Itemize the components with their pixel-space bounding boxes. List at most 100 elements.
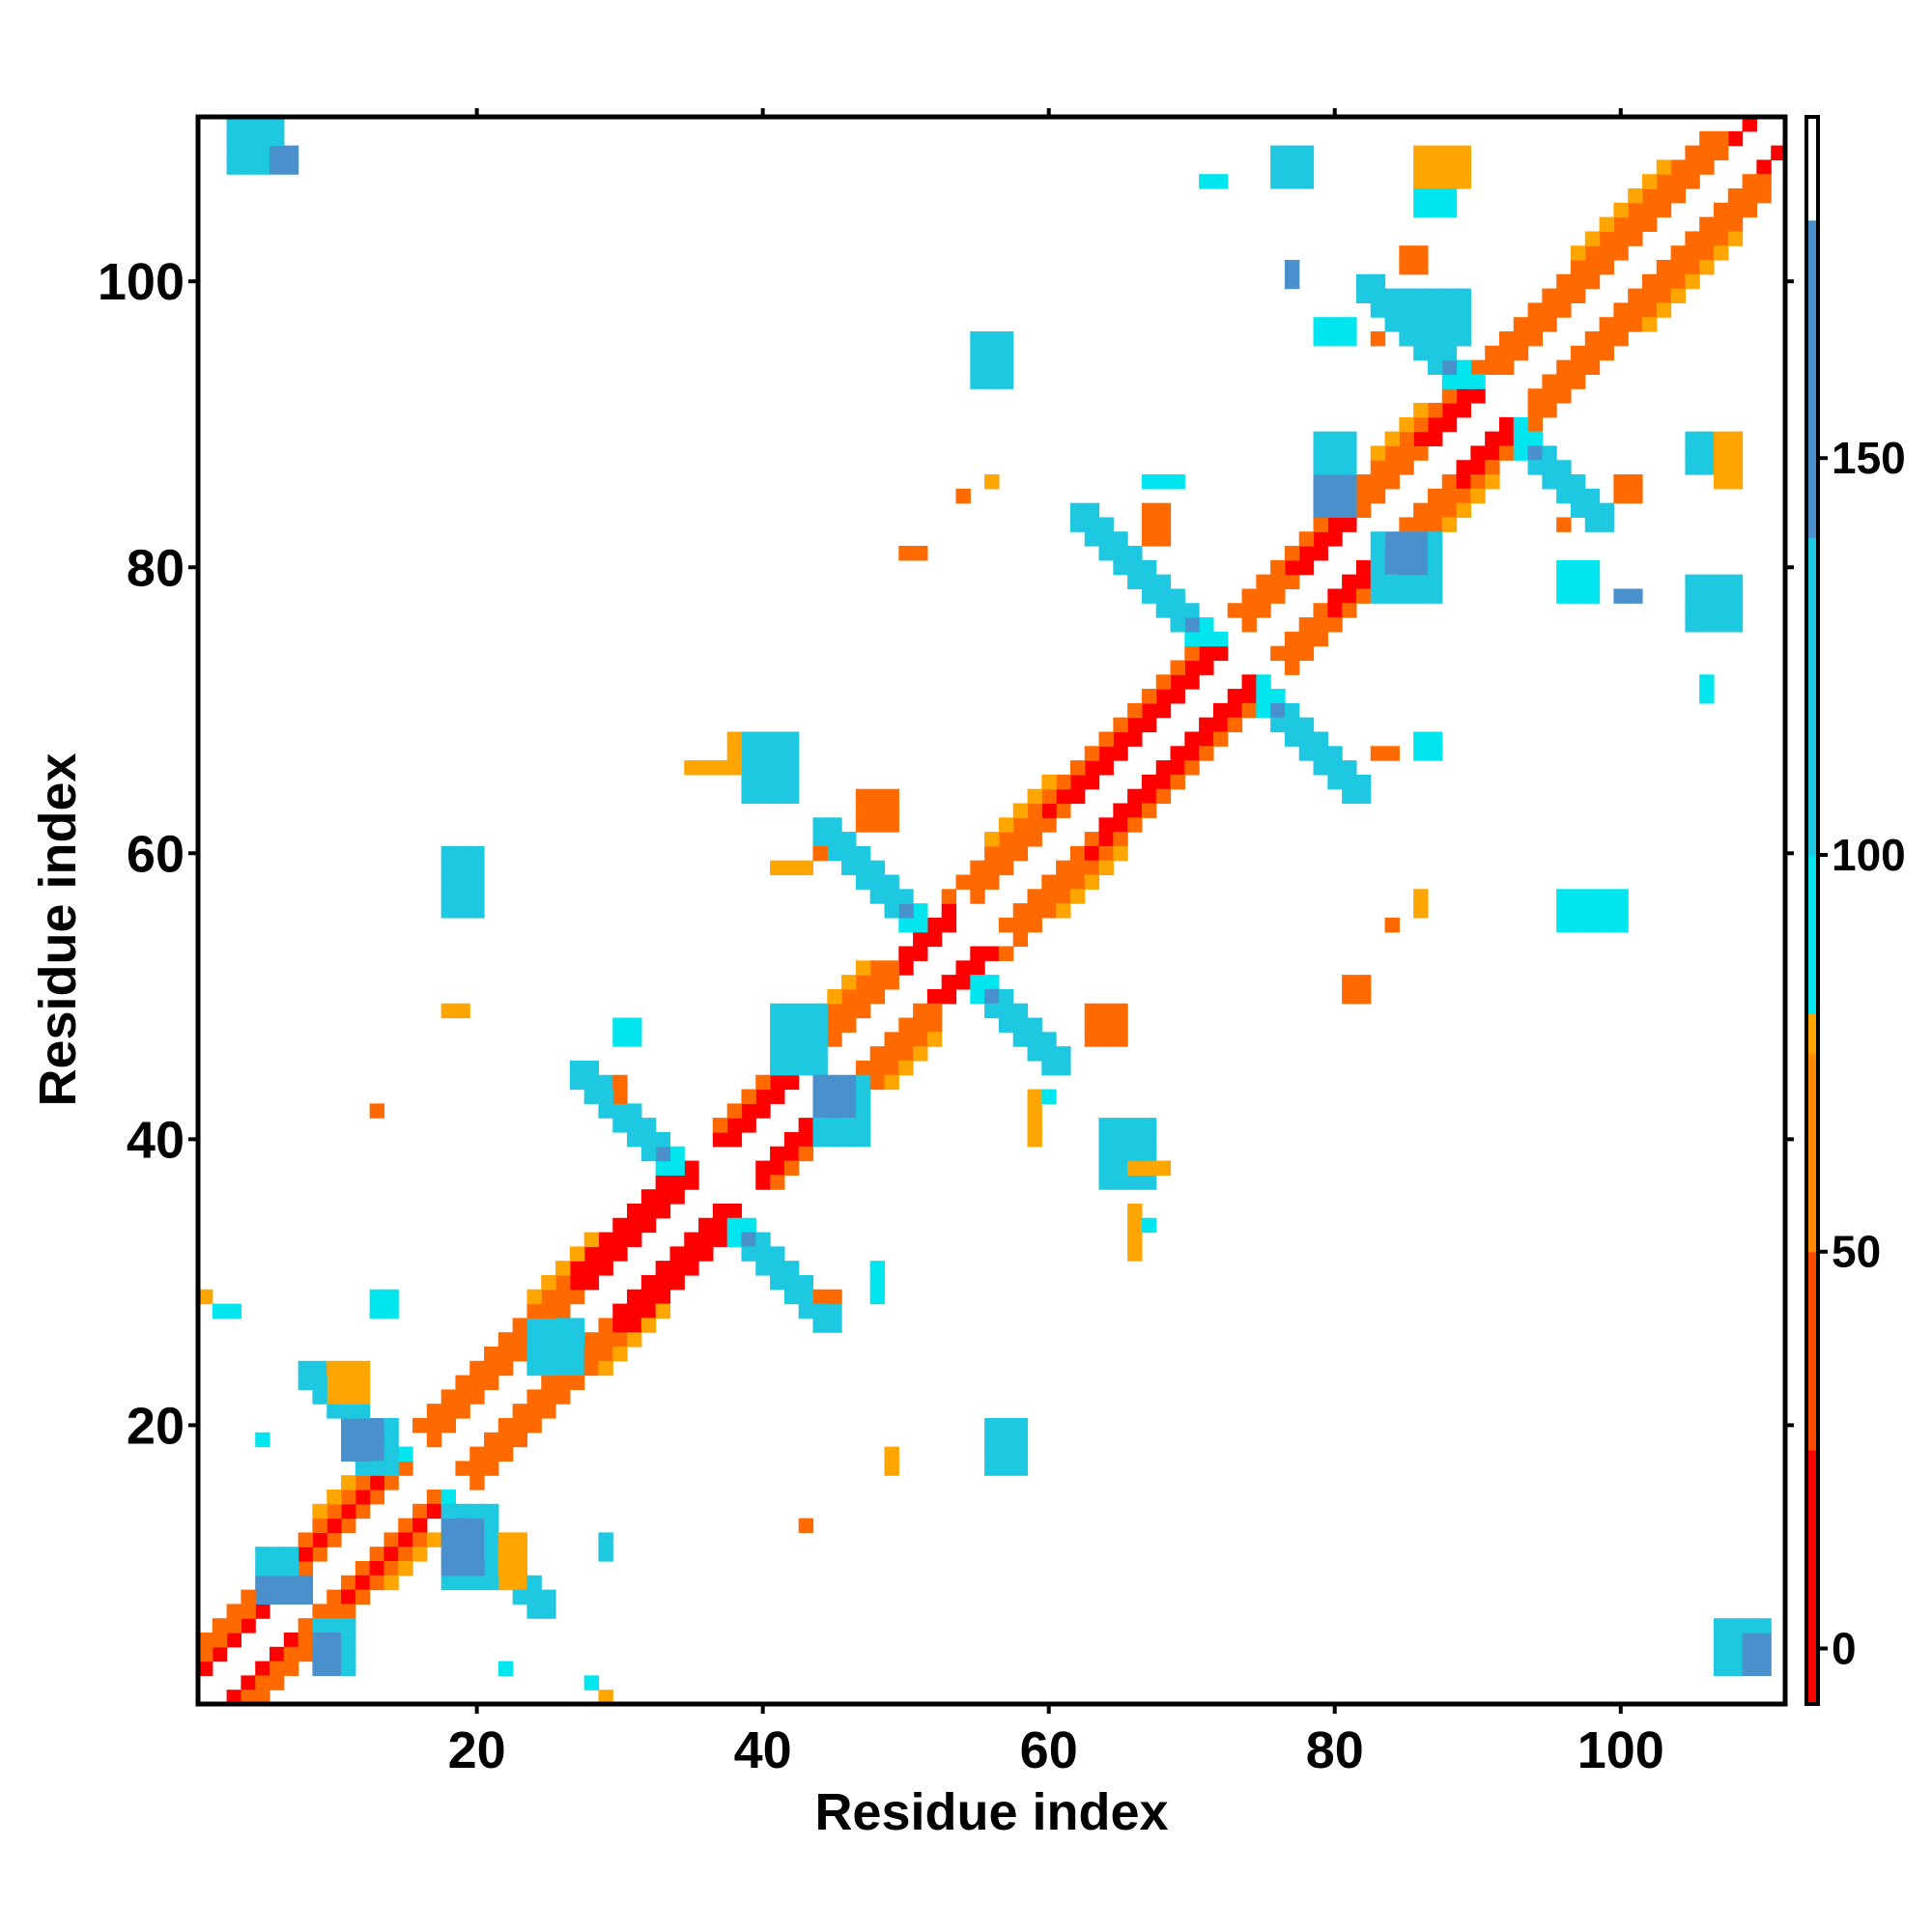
heatmap-cell (926, 931, 943, 948)
heatmap-cell (1656, 273, 1672, 290)
heatmap-cell (770, 1274, 785, 1291)
heatmap-cell (1313, 603, 1328, 618)
heatmap-cell (526, 1332, 542, 1348)
heatmap-cell (1384, 531, 1400, 547)
heatmap-cell (440, 845, 457, 862)
heatmap-cell (970, 988, 985, 1005)
heatmap-cell (583, 1089, 600, 1104)
heatmap-cell (1413, 245, 1429, 261)
heatmap-cell (1327, 774, 1343, 790)
heatmap-cell (1399, 559, 1414, 576)
heatmap-cell (1284, 273, 1300, 290)
heatmap-cell (869, 860, 886, 876)
heatmap-cell (955, 960, 971, 976)
heatmap-cell (669, 1274, 685, 1291)
heatmap-cell (855, 1003, 871, 1019)
heatmap-cell (512, 1575, 528, 1591)
heatmap-cell (684, 1232, 699, 1247)
heatmap-cell (1556, 903, 1572, 919)
heatmap-cell (1184, 660, 1200, 675)
heatmap-cell (827, 1303, 842, 1319)
heatmap-cell (1441, 345, 1458, 361)
heatmap-cell (1756, 174, 1772, 189)
heatmap-cell (1441, 188, 1458, 204)
colorbar: 0 50 100 150 (1804, 115, 1906, 1706)
heatmap-cell (426, 1489, 442, 1505)
heatmap-cell (1441, 317, 1458, 332)
heatmap-cell (770, 1146, 785, 1162)
heatmap-cell (1485, 431, 1500, 447)
heatmap-cell (612, 1303, 628, 1319)
heatmap-cell (970, 860, 985, 876)
heatmap-cell (998, 1003, 1014, 1019)
heatmap-cell (755, 1261, 771, 1276)
heatmap-cell (1413, 202, 1429, 218)
heatmap-cell (1155, 689, 1172, 704)
heatmap-cell (1498, 331, 1515, 347)
heatmap-cell (440, 1489, 457, 1505)
heatmap-cell (369, 1103, 385, 1119)
heatmap-cell (798, 1060, 814, 1076)
heatmap-cell (627, 1303, 642, 1319)
heatmap-cell (1456, 374, 1471, 389)
heatmap-cell (1427, 574, 1443, 590)
heatmap-cell (1685, 588, 1700, 604)
heatmap-cell (198, 1646, 213, 1662)
heatmap-cell (312, 1646, 327, 1662)
heatmap-cell (898, 946, 914, 961)
heatmap-cell (1084, 832, 1100, 847)
heatmap-cell (1513, 345, 1529, 361)
heatmap-cell (1127, 1203, 1143, 1219)
heatmap-cell (1699, 603, 1715, 618)
heatmap-cell (226, 159, 242, 175)
heatmap-cell (627, 1318, 642, 1333)
plot-frame (195, 114, 1788, 1707)
heatmap-cell (569, 1274, 585, 1291)
heatmap-cell (241, 1618, 256, 1634)
heatmap-cell (1127, 702, 1143, 719)
colorbar-segment (1806, 1013, 1818, 1054)
heatmap-cell (984, 860, 1000, 876)
heatmap-cell (1270, 702, 1286, 719)
heatmap-cell (955, 488, 971, 504)
heatmap-cell (1699, 145, 1715, 160)
heatmap-cell (1098, 832, 1114, 847)
heatmap-cell (898, 1060, 914, 1076)
heatmap-cell (1355, 559, 1372, 576)
heatmap-cell (783, 1017, 800, 1033)
heatmap-cell (1713, 1618, 1729, 1634)
heatmap-cell (484, 1532, 499, 1548)
heatmap-cell (327, 1503, 342, 1520)
heatmap-cell (298, 1575, 314, 1591)
heatmap-cell (1342, 488, 1357, 504)
heatmap-cell (1542, 288, 1557, 304)
heatmap-cell (440, 903, 457, 919)
heatmap-cell (341, 1489, 356, 1505)
heatmap-cell (669, 1175, 685, 1190)
heatmap-cell (1599, 903, 1614, 919)
heatmap-cell (612, 1332, 628, 1348)
colorbar-segment (1806, 1450, 1818, 1705)
heatmap-cell (1613, 903, 1629, 919)
heatmap-cell (1570, 474, 1586, 490)
heatmap-cell (898, 1032, 914, 1047)
heatmap-cell (1170, 760, 1185, 776)
heatmap-cell (1584, 517, 1601, 532)
heatmap-cell (1699, 574, 1715, 590)
heatmap-cell (984, 474, 1000, 490)
heatmap-cell (783, 731, 800, 747)
heatmap-cell (1170, 474, 1185, 490)
heatmap-cell (1199, 717, 1214, 733)
heatmap-cell (1098, 731, 1114, 747)
heatmap-cell (783, 1074, 800, 1091)
heatmap-cell (255, 130, 270, 147)
heatmap-cell (512, 1404, 528, 1419)
heatmap-cell (869, 1261, 886, 1276)
heatmap-cell (1570, 359, 1586, 376)
heatmap-cell (1498, 416, 1515, 433)
heatmap-cell (1313, 502, 1328, 519)
heatmap-cell (312, 1389, 327, 1405)
heatmap-cell (998, 1461, 1014, 1476)
heatmap-cell (798, 1118, 814, 1133)
heatmap-cell (1699, 260, 1715, 275)
